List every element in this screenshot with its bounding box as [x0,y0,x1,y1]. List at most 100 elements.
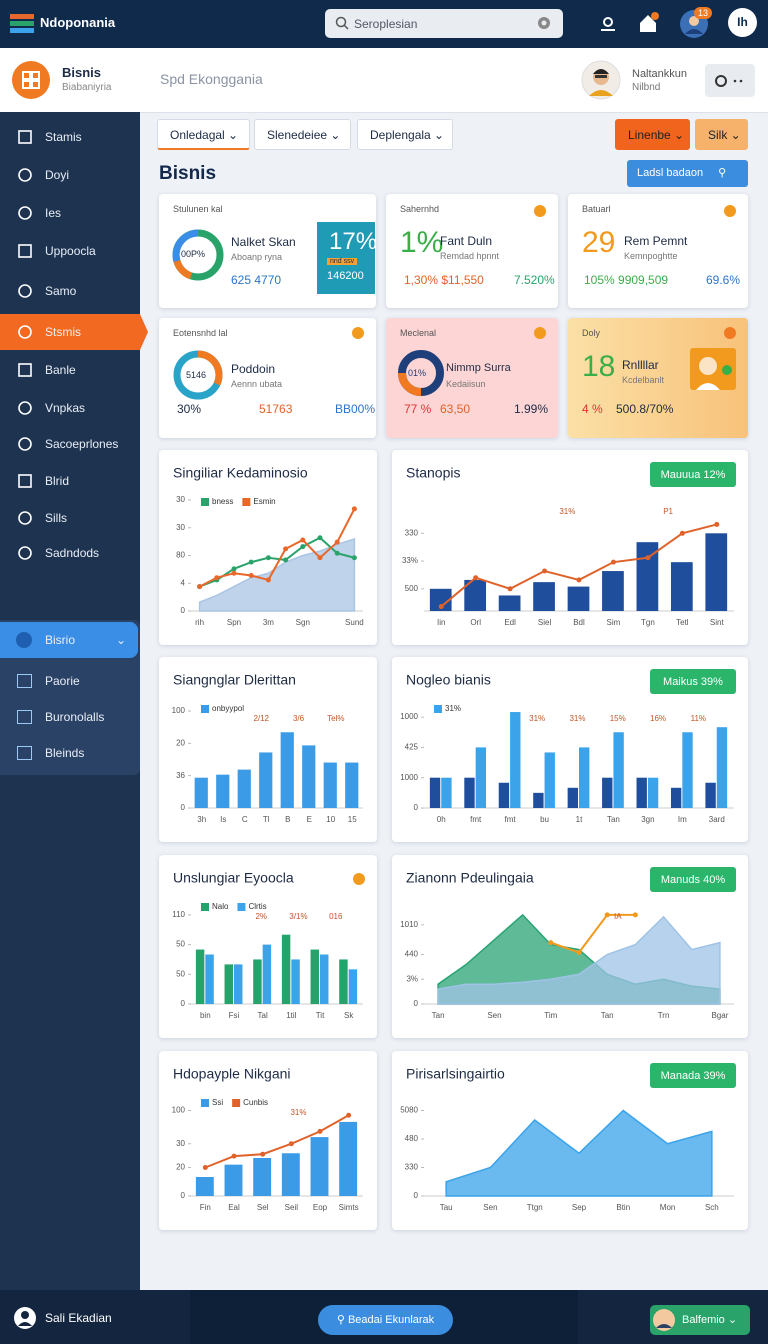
kpi-title: Fant Duln [440,234,493,248]
legend-label: Nalo [212,902,229,911]
chart-card: Zianonn Pdeulingaia Manuds 40% 0 3% 440 1010 T… [392,855,748,1038]
x-tick-label: Tal [258,1011,268,1020]
bar [429,777,441,808]
point [507,586,513,592]
sidebar-item[interactable]: Bleinds [0,735,140,771]
sidebar-item[interactable]: Blrid [0,463,140,499]
kpi-mid: 500.8/70% [616,402,674,416]
y-tick-label: 0 [414,1191,419,1200]
x-tick-label: Sen [483,1203,497,1212]
kpi-donut [398,350,444,396]
page-heading: Bisnis [159,163,217,184]
sidebar-item[interactable]: Banle [0,352,140,388]
search-placeholder: Seroplesian [354,17,418,31]
x-tick-label: Im [678,815,687,824]
settings-icon[interactable] [598,14,618,34]
action-label: Silk [708,128,728,142]
filter-dropdown[interactable]: Slenedeiee ⌄ [254,119,351,150]
y-tick-label: 1010 [400,920,418,929]
bar [602,571,624,611]
filter-dropdown[interactable]: Onledagal ⌄ [157,119,250,150]
line [550,913,636,954]
y-tick-label: 30 [176,523,185,532]
sidebar-item[interactable]: Uppoocla [0,233,140,269]
chart-title: Singiliar Kedaminosio [173,465,308,481]
sidebar-icon [17,710,32,724]
sidebar-item[interactable]: Sadndods [0,535,140,571]
sidebar-icon [18,168,32,182]
kpi-big: 18 [582,350,616,383]
sidebar-item[interactable]: Vnpkas [0,390,140,426]
sidebar-item[interactable]: Buronolalls [0,699,140,735]
kpi-value: 4 % [582,402,603,416]
y-tick-label: 110 [172,910,185,919]
x-tick-label: Fsi [229,1011,240,1020]
x-tick-label: 3gn [641,815,654,824]
home-icon[interactable] [637,12,659,34]
menu-button[interactable] [705,64,755,97]
y-tick-label: 100 [172,706,186,715]
sidebar-label: Buronolalls [45,710,105,724]
legend-swatch [201,903,209,911]
x-tick-label: Sint [710,618,725,627]
chart-card: Noglеo bianis Maikus 39% 0 1000 425 1000 0h fmt… [392,657,748,842]
y-tick-label: 0 [181,606,186,615]
bar [567,586,590,611]
sidebar-label: Bisrio [45,633,76,647]
kpi-sub: Kcdelbanlt [622,375,665,385]
action-button[interactable]: Silk ⌄ [695,119,748,150]
kpi-mid: 51763 [259,402,293,416]
bar [216,774,230,808]
footer-button[interactable]: ⚲ Beadai Ekunlarak [318,1305,453,1335]
point [542,568,548,574]
filter-dropdown[interactable]: Deplengala ⌄ [357,119,453,150]
top-bar: Ndoponania Seroplesian 13 Ih [0,0,768,48]
bar [464,777,475,808]
sidebar-item[interactable]: Sacoeprlones [0,426,140,462]
legend-swatch [201,705,209,713]
x-tick-label: fmt [470,815,482,824]
search-box[interactable]: Seroplesian [325,9,563,38]
kpi-value: 105% 9909,509 [584,273,669,287]
action-button[interactable]: Linenbe ⌄ [615,119,690,150]
bar [253,959,262,1004]
x-tick-label: rih [195,618,204,627]
bar [339,1121,358,1196]
sidebar-label: Stamis [45,130,82,144]
sidebar-item[interactable]: Doyi [0,157,140,193]
y-tick-label: 500 [405,584,419,593]
search-clear[interactable] [537,16,551,30]
point [679,530,685,536]
x-tick-label: Trn [658,1011,670,1020]
sidebar-item[interactable]: Sills [0,500,140,536]
sidebar-item[interactable]: Paorie [0,663,140,699]
sidebar-item[interactable]: Samo [0,273,140,309]
user-initials[interactable]: Ih [728,8,757,37]
primary-button[interactable]: Ladsl badaon ⚲ [627,160,748,187]
sidebar-item[interactable]: Ies [0,195,140,231]
kpi-value: 625 4770 [231,273,282,287]
sidebar-group-title[interactable]: Bisrio ⌄ [0,622,138,658]
annotation: 16% [650,714,666,723]
bar [705,533,728,611]
logo-icon [10,14,34,33]
chart-card: Siangnglar Dlerittan 0 36 20 100 3h Is C Tl B E 10 1… [159,657,377,842]
legend-label: onbyypol [212,704,244,713]
point [317,555,323,561]
x-tick-label: 3ard [709,815,725,824]
sidebar-item[interactable]: Stsmis [0,314,148,350]
y-tick-label: 80 [176,551,185,560]
x-tick-label: Tau [440,1203,453,1212]
kpi-value: 77 % [404,402,432,416]
legend-swatch [201,498,209,506]
bar [567,787,578,808]
user-avatar[interactable] [581,60,621,100]
active-arrow [140,314,148,350]
brand-title: Bisnis [62,65,102,80]
kpi-tile-pill: nnd ssv [327,258,358,265]
sidebar-item[interactable]: Stamis [0,119,140,155]
kpi-tile-sub: 146200 [327,270,364,282]
point [334,550,340,556]
sidebar-label: Sills [45,511,68,525]
bar [234,964,243,1004]
